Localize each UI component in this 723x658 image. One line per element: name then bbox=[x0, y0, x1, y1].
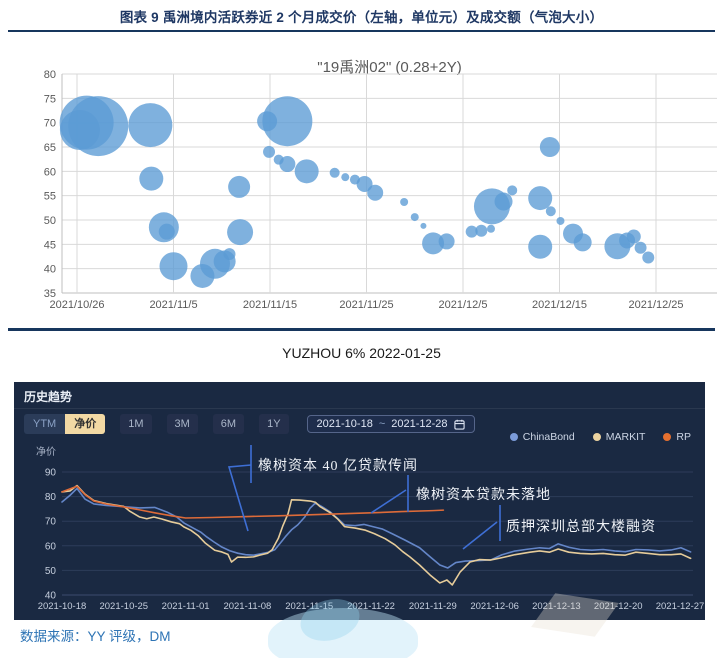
svg-text:2021/11/25: 2021/11/25 bbox=[339, 299, 393, 311]
svg-text:50: 50 bbox=[44, 215, 56, 227]
chinabond-dot-icon bbox=[509, 433, 518, 441]
figure-title: 图表 9 禹洲境内活跃券近 2 个月成交价（左轴，单位元）及成交额（气泡大小） bbox=[119, 10, 604, 25]
svg-text:2021-11-22: 2021-11-22 bbox=[347, 601, 395, 612]
date-range-start: 2021-10-18 bbox=[316, 418, 373, 430]
bubble-chart-title: "19禹洲02" (0.28+2Y) bbox=[317, 59, 462, 76]
svg-text:2021-11-15: 2021-11-15 bbox=[285, 601, 333, 612]
trend-controls: YTM 净价 1M 3M 6M 1Y 2021-10-18 ~ 2021-12-… bbox=[24, 413, 475, 435]
svg-text:2021/12/25: 2021/12/25 bbox=[628, 299, 683, 311]
svg-text:2021-11-29: 2021-11-29 bbox=[409, 601, 457, 612]
calendar-icon bbox=[453, 419, 465, 430]
panel-header-divider bbox=[14, 408, 705, 409]
svg-text:75: 75 bbox=[44, 93, 56, 105]
trend-line-chart: 40 50 60 70 80 90 净价 2021-10-18 2021-10-25 2021-1… bbox=[36, 445, 705, 612]
tab-ytm[interactable]: YTM bbox=[24, 414, 66, 434]
svg-text:2021-12-13: 2021-12-13 bbox=[532, 601, 581, 612]
svg-text:2021/12/15: 2021/12/15 bbox=[532, 299, 587, 311]
legend-label: MARKIT bbox=[605, 431, 646, 443]
svg-text:90: 90 bbox=[45, 468, 57, 479]
legend-item-rp[interactable]: RP bbox=[663, 431, 691, 443]
svg-text:2021-11-01: 2021-11-01 bbox=[162, 601, 210, 612]
metric-toggle: YTM 净价 bbox=[24, 414, 106, 434]
svg-text:70: 70 bbox=[45, 517, 57, 528]
svg-text:60: 60 bbox=[45, 541, 57, 552]
svg-text:65: 65 bbox=[44, 142, 56, 154]
panel-title: 历史趋势 bbox=[24, 390, 73, 404]
range-button-3m[interactable]: 3M bbox=[166, 414, 198, 434]
trend-legend: ChinaBond MARKIT RP bbox=[509, 431, 691, 443]
date-range-picker[interactable]: 2021-10-18 ~ 2021-12-28 bbox=[306, 415, 475, 433]
svg-text:80: 80 bbox=[44, 69, 56, 81]
bond-name-label: YUZHOU 6% 2022-01-25 bbox=[282, 345, 441, 361]
svg-text:质押深圳总部大楼融资: 质押深圳总部大楼融资 bbox=[506, 519, 656, 535]
range-button-1y[interactable]: 1Y bbox=[259, 414, 289, 434]
svg-text:2021-10-25: 2021-10-25 bbox=[99, 601, 148, 612]
svg-text:45: 45 bbox=[44, 239, 56, 251]
svg-text:2021-10-18: 2021-10-18 bbox=[38, 601, 87, 612]
title-divider bbox=[8, 30, 715, 32]
markit-dot-icon bbox=[592, 433, 601, 441]
range-button-1m[interactable]: 1M bbox=[120, 414, 152, 434]
range-button-6m[interactable]: 6M bbox=[212, 414, 245, 434]
svg-text:2021/12/5: 2021/12/5 bbox=[439, 299, 488, 311]
svg-text:40: 40 bbox=[45, 591, 57, 602]
svg-text:50: 50 bbox=[45, 566, 57, 577]
data-source: 数据来源：YY 评级，DM bbox=[20, 629, 171, 644]
svg-text:70: 70 bbox=[44, 118, 56, 130]
legend-label: RP bbox=[676, 431, 691, 443]
svg-text:净价: 净价 bbox=[36, 445, 56, 458]
svg-text:2021-12-06: 2021-12-06 bbox=[470, 601, 519, 612]
svg-text:80: 80 bbox=[45, 492, 57, 503]
svg-text:2021-12-20: 2021-12-20 bbox=[594, 601, 643, 612]
svg-text:2021-12-27: 2021-12-27 bbox=[656, 601, 705, 612]
history-trend-panel: 历史趋势 YTM 净价 1M 3M 6M 1Y 2021-10-18 ~ 202… bbox=[14, 382, 705, 620]
svg-text:橡树资本 40 亿贷款传闻: 橡树资本 40 亿贷款传闻 bbox=[258, 458, 418, 474]
legend-item-markit[interactable]: MARKIT bbox=[592, 431, 646, 443]
svg-text:2021/11/15: 2021/11/15 bbox=[243, 299, 297, 311]
svg-text:55: 55 bbox=[44, 191, 56, 203]
legend-item-chinabond[interactable]: ChinaBond bbox=[509, 431, 575, 443]
svg-text:60: 60 bbox=[44, 166, 56, 178]
svg-text:40: 40 bbox=[44, 264, 56, 276]
svg-text:35: 35 bbox=[44, 288, 56, 300]
legend-label: ChinaBond bbox=[522, 431, 575, 443]
tab-net-price[interactable]: 净价 bbox=[65, 414, 106, 434]
rp-dot-icon bbox=[663, 433, 672, 441]
section-divider bbox=[8, 328, 715, 331]
svg-text:2021/10/26: 2021/10/26 bbox=[49, 299, 104, 311]
bubble-chart: 35 40 45 50 55 60 65 70 75 80 2021/10/26 2021/11/5 2… bbox=[44, 69, 717, 311]
date-range-separator: ~ bbox=[378, 418, 386, 430]
svg-text:橡树资本贷款未落地: 橡树资本贷款未落地 bbox=[416, 487, 551, 503]
svg-text:2021/11/5: 2021/11/5 bbox=[149, 299, 197, 311]
date-range-end: 2021-12-28 bbox=[391, 418, 448, 430]
svg-text:2021-11-08: 2021-11-08 bbox=[223, 601, 271, 612]
